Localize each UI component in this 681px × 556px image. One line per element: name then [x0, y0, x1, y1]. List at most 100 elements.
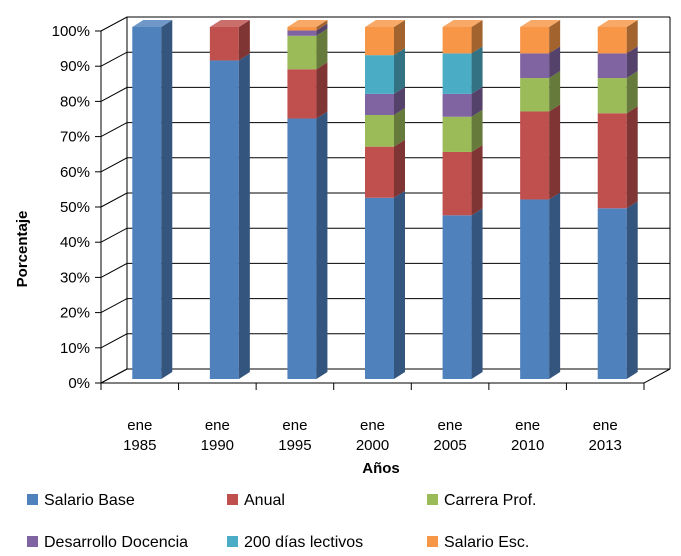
bar-segment	[520, 27, 550, 54]
bar-segment-side	[626, 20, 638, 54]
x-category-label-line: 2005	[433, 437, 466, 454]
bar-segment-side	[394, 86, 405, 115]
bar-segment-side	[394, 48, 405, 94]
x-category-label: ene 2013	[589, 417, 622, 454]
bar-segment	[132, 27, 162, 379]
x-category-label-line: 1995	[278, 437, 311, 454]
bar-segment	[442, 53, 472, 94]
y-tick-label: 30%	[60, 269, 90, 286]
bar-segment-side	[471, 109, 483, 152]
bar-segment-side	[626, 71, 638, 114]
bar-segment	[365, 146, 394, 198]
bar-segment	[442, 215, 472, 379]
legend-item: Salario Base	[27, 492, 135, 509]
y-tick-label: 80%	[60, 93, 90, 110]
x-category-label: ene 1995	[278, 417, 311, 454]
y-tick-label: 60%	[60, 164, 90, 181]
bar-segment-side	[549, 192, 561, 379]
bar-segment-side	[549, 46, 561, 79]
legend-item: Anual	[227, 492, 285, 509]
bar-segment-side	[394, 190, 405, 379]
bar-segment-top	[209, 20, 250, 27]
bar-segment	[287, 27, 317, 31]
y-tick-label: 100%	[52, 23, 90, 40]
bar-segment-side	[471, 20, 483, 54]
bar-segment-side	[161, 20, 173, 379]
y-tick-label: 90%	[60, 58, 90, 75]
bar-segment	[442, 151, 472, 216]
x-axis-title: Años	[362, 460, 400, 477]
legend-label: Desarrollo Docencia	[44, 534, 188, 551]
bar-segment	[520, 111, 550, 200]
bar-segment-side	[316, 62, 328, 119]
bar-segment	[365, 27, 394, 56]
bar-segment-side	[316, 20, 328, 31]
bar-segment-side	[626, 201, 638, 379]
bar-segment-top	[442, 20, 483, 27]
bar-segment	[365, 93, 394, 115]
bar-segment-top	[520, 20, 561, 27]
legend-label: Carrera Prof.	[444, 492, 536, 509]
legend-swatch	[27, 494, 38, 505]
legend-swatch	[427, 536, 438, 547]
legend-swatch	[27, 536, 38, 547]
bar-segment	[442, 27, 472, 54]
bar-segment	[597, 208, 627, 379]
bar-segment	[209, 60, 239, 379]
y-axis-title: Porcentaje	[14, 211, 31, 288]
bar-segment	[209, 27, 239, 61]
y-tick-label: 70%	[60, 129, 90, 146]
legend-item: Salario Esc.	[427, 534, 529, 551]
bar-segment	[597, 78, 627, 114]
bar-segment-side	[471, 144, 483, 216]
y-tick-labels: 0% 10% 20% 30% 40% 50% 60% 70% 80% 90% 100%	[52, 23, 90, 392]
legend-item: 200 días lectivos	[227, 534, 363, 551]
bar-segment	[520, 199, 550, 379]
x-category-label: ene 2010	[511, 417, 544, 454]
bar-segment-side	[316, 28, 328, 70]
bar-segment	[520, 53, 550, 79]
x-category-labels: ene 1985 ene 1990 ene 1995 ene 2000 ene 2005 ene 20…	[123, 417, 622, 454]
bar-segment	[287, 69, 317, 119]
bar-segment-top	[132, 20, 173, 27]
bar-segment	[597, 53, 627, 79]
bar-segment	[365, 115, 394, 147]
legend-label: Salario Base	[44, 492, 135, 509]
bar-segment	[442, 116, 472, 152]
axis-layer	[95, 17, 671, 390]
legend: Salario Base Anual Carrera Prof. Desarrollo…	[27, 492, 536, 551]
legend-label: Salario Esc.	[444, 534, 529, 551]
legend-swatch	[227, 494, 238, 505]
legend-swatch	[427, 494, 438, 505]
legend-label: Anual	[244, 492, 285, 509]
bar-segment-top	[365, 20, 405, 27]
x-category-label-line: ene	[593, 417, 618, 434]
x-category-label-line: ene	[360, 417, 385, 434]
x-category-label-line: 1990	[201, 437, 234, 454]
bar-segment	[597, 113, 627, 209]
bar-segment-side	[238, 53, 250, 379]
bar-segment	[287, 30, 317, 36]
bar-segment-side	[471, 86, 483, 117]
bar-segment-side	[626, 106, 638, 209]
bar-segment-top	[597, 20, 638, 27]
y-tick-label: 40%	[60, 234, 90, 251]
bar-segment-side	[471, 208, 483, 379]
y-tick-label: 50%	[60, 199, 90, 216]
bar-segment	[442, 93, 472, 117]
legend-label: 200 días lectivos	[244, 534, 363, 551]
x-category-label: ene 1990	[201, 417, 234, 454]
bar-segment-top	[287, 20, 328, 27]
x-category-label-line: 1985	[123, 437, 156, 454]
x-category-label-line: ene	[127, 417, 152, 434]
bar-segment-side	[549, 104, 561, 200]
bar-segment-side	[549, 71, 561, 112]
bar-segment	[287, 118, 317, 380]
y-tick-label: 0%	[68, 375, 90, 392]
x-category-label: ene 1985	[123, 417, 156, 454]
bar-segment	[520, 78, 550, 112]
y-tick-label: 20%	[60, 305, 90, 322]
bar-segment	[365, 197, 394, 379]
bar-segment-side	[394, 139, 405, 198]
